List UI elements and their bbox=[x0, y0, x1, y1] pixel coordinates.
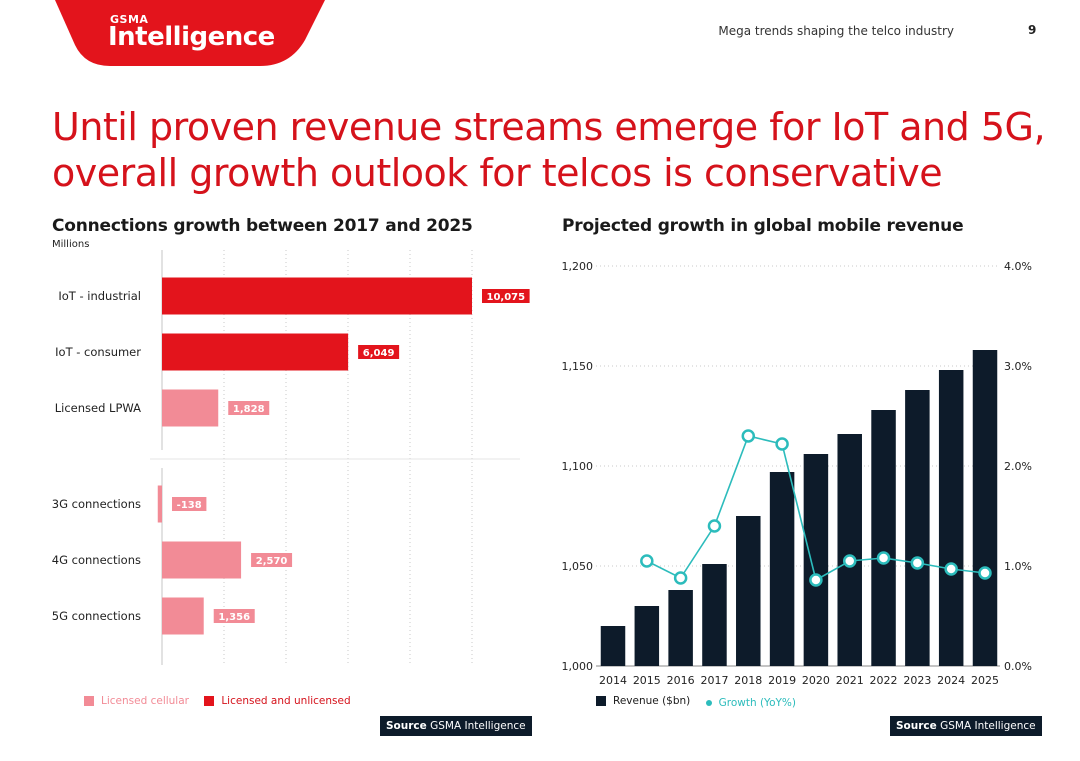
section-title-header: Mega trends shaping the telco industry bbox=[718, 24, 954, 38]
category-label: Licensed LPWA bbox=[55, 401, 141, 415]
value-tag-bg bbox=[482, 289, 530, 303]
gsma-logo: GSMA Intelligence bbox=[0, 0, 330, 66]
legend-label-licensed-cellular: Licensed cellular bbox=[101, 695, 189, 707]
value-tag-bg bbox=[228, 401, 270, 415]
legend-dot-growth bbox=[705, 700, 712, 706]
bar-licensed-lpwa bbox=[162, 389, 219, 427]
category-label: IoT - industrial bbox=[58, 289, 141, 303]
bar-4g-connections bbox=[162, 541, 242, 579]
value-tag-bg bbox=[358, 345, 400, 359]
left-chart-units: Millions bbox=[52, 239, 90, 250]
headline-line-2: overall growth outlook for telcos is con… bbox=[52, 151, 943, 195]
value-label: -138 bbox=[177, 500, 202, 511]
right-source: Source GSMA Intelligence bbox=[890, 716, 1042, 736]
logo-brand-name: Intelligence bbox=[108, 22, 275, 52]
legend-label-licensed-unlicensed: Licensed and unlicensed bbox=[221, 695, 351, 707]
right-legend: Revenue ($bn) Growth (YoY%) bbox=[596, 695, 808, 709]
headline-line-1: Until proven revenue streams emerge for … bbox=[52, 105, 1046, 149]
page-number: 9 bbox=[1028, 23, 1037, 37]
value-label: 2,570 bbox=[256, 556, 288, 567]
legend-label-growth: Growth (YoY%) bbox=[718, 697, 796, 709]
legend-swatch-revenue bbox=[596, 696, 606, 706]
left-chart-title: Connections growth between 2017 and 2025 bbox=[52, 216, 473, 236]
bar-iot-consumer bbox=[162, 333, 349, 371]
value-label: 1,828 bbox=[233, 404, 265, 415]
value-label: 1,356 bbox=[218, 612, 250, 623]
right-source-label: Source bbox=[896, 720, 937, 732]
left-legend: Licensed cellular Licensed and unlicense… bbox=[84, 695, 363, 709]
page-headline: Until proven revenue streams emerge for … bbox=[52, 104, 1062, 196]
left-source: Source GSMA Intelligence bbox=[380, 716, 532, 736]
legend-swatch-licensed-cellular bbox=[84, 696, 94, 706]
value-tag-bg bbox=[251, 553, 293, 567]
bar-5g-connections bbox=[162, 597, 204, 635]
bar-iot-industrial bbox=[162, 277, 472, 315]
value-tag-bg bbox=[213, 609, 255, 623]
right-chart-title: Projected growth in global mobile revenu… bbox=[562, 216, 964, 236]
logo-banner-shape bbox=[55, 0, 325, 66]
category-label: IoT - consumer bbox=[55, 345, 141, 359]
legend-item-growth: Growth (YoY%) bbox=[705, 697, 796, 709]
left-source-text: GSMA Intelligence bbox=[430, 720, 526, 732]
legend-item-revenue: Revenue ($bn) bbox=[596, 695, 690, 707]
legend-item-licensed-unlicensed: Licensed and unlicensed bbox=[204, 695, 351, 707]
bar-3g-connections bbox=[157, 485, 162, 523]
value-label: 6,049 bbox=[363, 348, 395, 359]
legend-swatch-licensed-unlicensed bbox=[204, 696, 215, 706]
category-label: 3G connections bbox=[52, 497, 141, 511]
legend-item-licensed-cellular: Licensed cellular bbox=[84, 695, 189, 707]
logo-brand-top: GSMA bbox=[110, 13, 149, 26]
value-tag-bg bbox=[172, 497, 207, 511]
right-source-text: GSMA Intelligence bbox=[940, 720, 1036, 732]
left-source-label: Source bbox=[386, 720, 427, 732]
value-label: 10,075 bbox=[487, 292, 526, 303]
legend-label-revenue: Revenue ($bn) bbox=[613, 695, 691, 707]
category-label: 4G connections bbox=[52, 553, 141, 567]
category-label: 5G connections bbox=[52, 609, 141, 623]
